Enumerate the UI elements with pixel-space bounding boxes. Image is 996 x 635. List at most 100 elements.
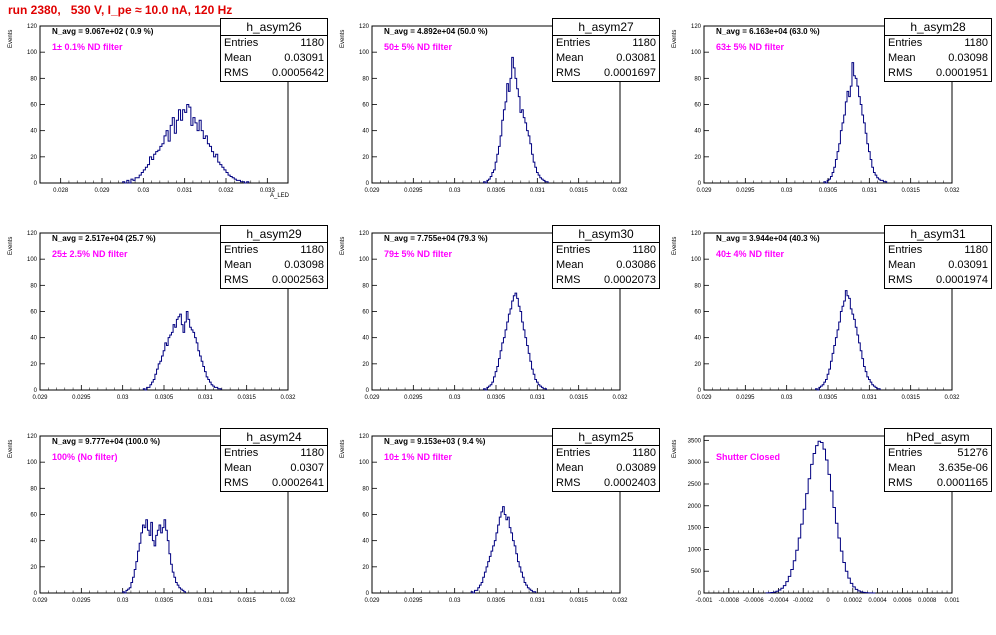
- stats-key: RMS: [888, 67, 913, 79]
- filter-annotation: 50± 5% ND filter: [384, 42, 452, 52]
- stats-row-entries: Entries 1180: [553, 36, 659, 51]
- x-tick-label: 0.0305: [155, 598, 174, 604]
- stats-value: 0.0001974: [936, 274, 988, 286]
- y-axis-label: Events: [8, 29, 14, 48]
- x-tick-label: -0.0008: [719, 598, 740, 604]
- y-axis-label: Events: [672, 236, 678, 255]
- y-tick-label: 80: [30, 486, 37, 492]
- filter-annotation: 1± 0.1% ND filter: [52, 42, 123, 52]
- y-tick-label: 20: [30, 565, 37, 571]
- plot-h_asym26: 0.028 0.029 0.03 0.031 0.032 0.033 0 20 40 60 80 10…: [27, 24, 289, 194]
- stats-key: Entries: [888, 447, 923, 459]
- y-tick-label: 40: [362, 129, 369, 135]
- stats-key: RMS: [224, 274, 249, 286]
- stats-key: RMS: [888, 274, 913, 286]
- stats-row-rms: RMS 0.0002563: [221, 273, 327, 288]
- page-title: run 2380, 530 V, I_pe ≈ 10.0 nA, 120 Hz: [8, 3, 233, 17]
- histogram-name: h_asym29: [221, 226, 327, 243]
- histogram-h_asym25: 0.029 0.0295 0.03 0.0305 0.031 0.0315 0.032 0 20…: [332, 428, 662, 635]
- x-tick-label: -0.001: [695, 598, 713, 604]
- plot-hPed_asym: -0.001 -0.0008 -0.0006 -0.0004 -0.0002 0 0.000…: [688, 435, 960, 604]
- stats-value: 0.03081: [616, 52, 656, 64]
- x-tick-label: 0.031: [530, 188, 546, 194]
- plot-h_asym31: 0.029 0.0295 0.03 0.0305 0.031 0.0315 0.032 0 20…: [691, 231, 960, 401]
- stats-row-mean: Mean 0.03091: [885, 258, 991, 273]
- stats-row-mean: Mean 0.03089: [553, 461, 659, 476]
- y-tick-label: 80: [694, 76, 701, 82]
- x-axis-label: A_LED: [270, 193, 290, 199]
- x-tick-label: 0.0006: [893, 598, 912, 604]
- y-tick-label: 40: [694, 129, 701, 135]
- stats-row-entries: Entries 1180: [221, 243, 327, 258]
- x-tick-label: 0.0008: [918, 598, 937, 604]
- x-tick-label: 0.0295: [72, 598, 91, 604]
- x-tick-label: 0.0305: [819, 188, 838, 194]
- stats-value: 0.03091: [948, 259, 988, 271]
- stats-box: h_asym31 Entries 1180 Mean 0.03091 RMS 0.00019…: [884, 225, 992, 289]
- stats-key: RMS: [556, 67, 581, 79]
- y-tick-label: 0: [366, 591, 370, 597]
- x-tick-label: 0.0305: [487, 188, 506, 194]
- stats-row-mean: Mean 0.03086: [553, 258, 659, 273]
- y-tick-label: 80: [362, 486, 369, 492]
- x-tick-label: 0.029: [364, 395, 380, 401]
- stats-value: 3.635e-06: [938, 462, 988, 474]
- filter-annotation: 40± 4% ND filter: [716, 249, 784, 259]
- x-tick-label: 0.0295: [404, 598, 423, 604]
- x-tick-label: 0.032: [218, 188, 234, 194]
- y-tick-label: 0: [366, 388, 370, 394]
- y-tick-label: 2000: [688, 504, 702, 510]
- stats-row-entries: Entries 1180: [885, 36, 991, 51]
- histogram-name: h_asym31: [885, 226, 991, 243]
- histogram-name: h_asym30: [553, 226, 659, 243]
- y-tick-label: 120: [27, 24, 38, 30]
- filter-annotation: Shutter Closed: [716, 452, 781, 462]
- stats-key: Mean: [888, 259, 916, 271]
- filter-annotation: 63± 5% ND filter: [716, 42, 784, 52]
- y-tick-label: 60: [362, 310, 369, 316]
- histogram-line: [483, 292, 547, 391]
- x-tick-label: 0.0295: [72, 395, 91, 401]
- stats-key: RMS: [224, 67, 249, 79]
- x-tick-label: 0.0315: [569, 598, 588, 604]
- navg-annotation: N_avg = 3.944e+04 (40.3 %): [716, 234, 820, 243]
- stats-key: Entries: [888, 244, 923, 256]
- stats-value: 0.03098: [948, 52, 988, 64]
- x-tick-label: 0.0295: [736, 188, 755, 194]
- stats-box: h_asym27 Entries 1180 Mean 0.03081 RMS 0.00016…: [552, 18, 660, 82]
- y-tick-label: 40: [694, 336, 701, 342]
- stats-key: Entries: [556, 447, 591, 459]
- stats-box: h_asym30 Entries 1180 Mean 0.03086 RMS 0.00020…: [552, 225, 660, 289]
- navg-annotation: N_avg = 9.067e+02 ( 0.9 %): [52, 27, 154, 36]
- navg-annotation: N_avg = 9.777e+04 (100.0 %): [52, 437, 161, 446]
- x-tick-label: 0.0004: [868, 598, 887, 604]
- stats-key: RMS: [556, 477, 581, 489]
- y-tick-label: 0: [34, 591, 38, 597]
- histogram-line: [122, 519, 186, 594]
- navg-annotation: N_avg = 2.517e+04 (25.7 %): [52, 234, 156, 243]
- x-tick-label: 0.029: [364, 188, 380, 194]
- y-tick-label: 3500: [688, 438, 702, 444]
- y-tick-label: 20: [694, 362, 701, 368]
- y-tick-label: 60: [30, 310, 37, 316]
- stats-row-mean: Mean 3.635e-06: [885, 461, 991, 476]
- stats-value: 1180: [300, 244, 324, 256]
- x-tick-label: 0.03: [137, 188, 149, 194]
- y-tick-label: 1500: [688, 526, 702, 532]
- x-tick-label: 0.032: [280, 598, 296, 604]
- stats-value: 0.03091: [284, 52, 324, 64]
- y-tick-label: 40: [30, 539, 37, 545]
- y-tick-label: 100: [27, 257, 38, 263]
- stats-row-rms: RMS 0.0002073: [553, 273, 659, 288]
- y-tick-label: 60: [30, 513, 37, 519]
- y-tick-label: 100: [27, 460, 38, 466]
- y-tick-label: 0: [34, 181, 38, 187]
- plot-h_asym28: 0.029 0.0295 0.03 0.0305 0.031 0.0315 0.032 0 20…: [691, 24, 960, 194]
- plot-h_asym30: 0.029 0.0295 0.03 0.0305 0.031 0.0315 0.032 0 20…: [359, 231, 628, 401]
- x-tick-label: 0.029: [696, 188, 712, 194]
- y-tick-label: 80: [362, 76, 369, 82]
- navg-annotation: N_avg = 7.755e+04 (79.3 %): [384, 234, 488, 243]
- stats-row-mean: Mean 0.03098: [221, 258, 327, 273]
- stats-value: 1180: [300, 37, 324, 49]
- x-tick-label: 0.032: [612, 188, 628, 194]
